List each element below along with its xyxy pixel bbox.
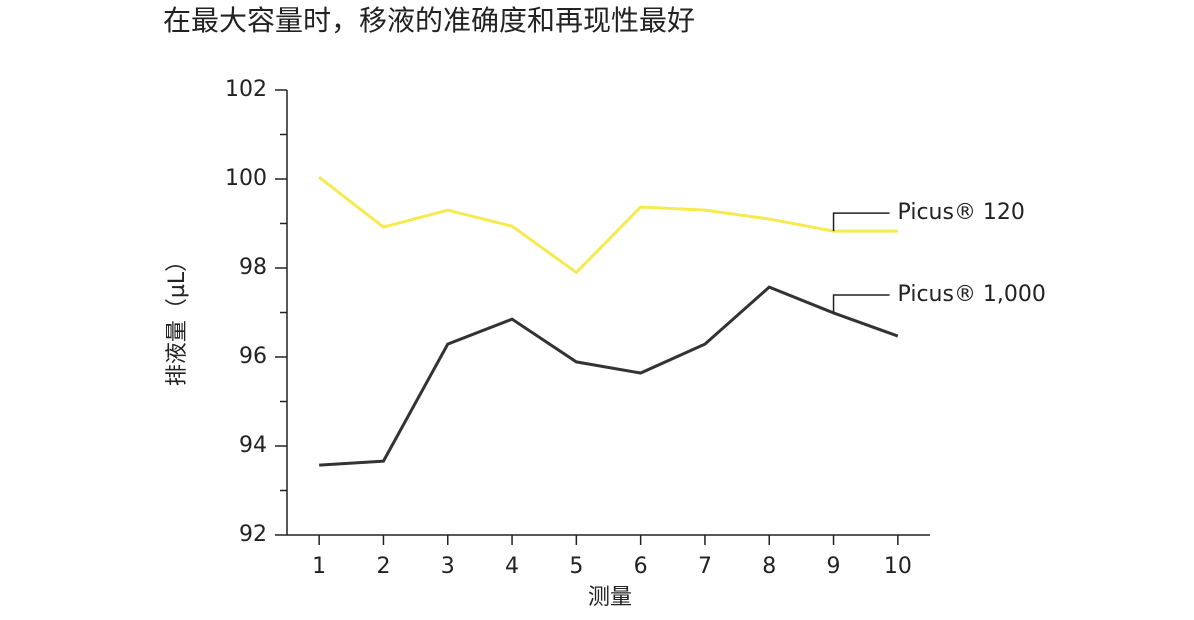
y-tick-label: 92 [239, 522, 267, 547]
chart-title: 在最大容量时，移液的准确度和再现性最好 [163, 4, 695, 37]
y-axis-label: 排液量（µL） [165, 250, 190, 386]
x-tick-label: 1 [312, 554, 326, 579]
series-label: Picus® 1,000 [898, 282, 1046, 307]
y-tick-label: 96 [239, 344, 267, 369]
x-tick-label: 10 [884, 554, 912, 579]
y-tick-label: 94 [239, 433, 267, 458]
x-axis-label: 测量 [588, 585, 632, 610]
y-tick-label: 100 [225, 166, 267, 191]
label-leader [832, 212, 890, 232]
label-leader [832, 294, 890, 313]
x-tick-label: 6 [634, 554, 648, 579]
series-line [318, 176, 898, 275]
y-tick-label: 102 [225, 77, 267, 102]
series-line [319, 285, 899, 467]
y-tick-label: 98 [239, 255, 267, 280]
x-tick-label: 8 [762, 554, 776, 579]
x-tick-label: 7 [698, 554, 712, 579]
x-tick-label: 2 [376, 554, 390, 579]
x-tick-label: 5 [569, 554, 583, 579]
x-tick-label: 3 [441, 554, 455, 579]
x-tick-label: 9 [827, 554, 841, 579]
series-label: Picus® 120 [898, 200, 1025, 225]
x-tick-label: 4 [505, 554, 519, 579]
